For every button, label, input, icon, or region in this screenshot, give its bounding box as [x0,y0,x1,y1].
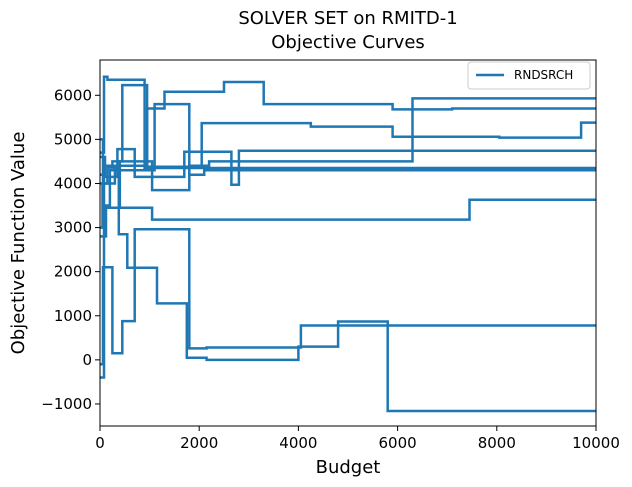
x-tick-label: 2000 [180,434,218,452]
legend-box [467,61,591,90]
series-layer [100,75,596,413]
y-tick-label: 3000 [54,219,92,237]
x-axis-label: Budget [316,457,381,478]
x-tick-label: 8000 [478,434,516,452]
chart-title-line-2: Objective Curves [271,32,425,53]
x-tick-label: 10000 [572,434,620,452]
x-tick-label: 4000 [279,434,317,452]
x-tick-label: 6000 [379,434,417,452]
x-tick-label: 0 [95,434,105,452]
chart-title-line-1: SOLVER SET on RMITD-1 [238,8,457,29]
legend-label: RNDSRCH [514,68,573,82]
y-tick-label: 6000 [54,86,92,104]
series-line-6 [100,147,596,379]
y-axis: −1000 0 1000 2000 3000 4000 5000 6000 [41,86,100,413]
y-axis-label: Objective Function Value [8,132,29,355]
plot-frame [99,59,597,427]
y-tick-label: 1000 [54,307,92,325]
y-tick-label: 4000 [54,174,92,192]
legend: RNDSRCH [467,61,591,90]
series-line-5 [100,97,596,238]
series-line-3 [100,80,596,229]
y-tick-label: −1000 [41,395,92,413]
y-tick-label: 2000 [54,263,92,281]
series-line-9 [100,155,596,413]
y-tick-label: 5000 [54,130,92,148]
series-line-7 [100,166,596,221]
series-line-8 [100,228,596,366]
x-axis: 0 2000 4000 6000 8000 10000 [95,426,620,452]
y-tick-label: 0 [82,351,92,369]
